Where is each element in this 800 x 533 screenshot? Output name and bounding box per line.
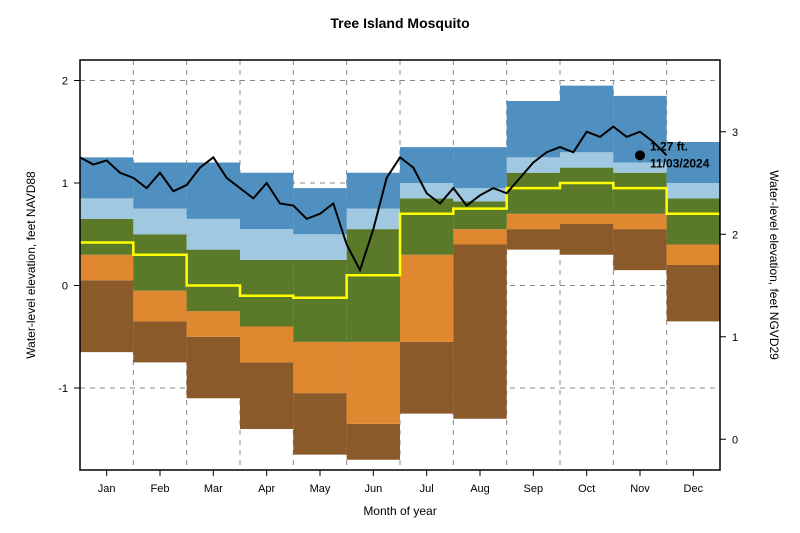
band-green <box>240 260 293 327</box>
band-green <box>667 198 720 244</box>
x-tick-label: Mar <box>204 483 223 495</box>
band-blue <box>453 147 506 188</box>
y-right-tick-label: 3 <box>732 127 738 139</box>
x-tick-label: Dec <box>684 483 704 495</box>
band-blue <box>240 173 293 229</box>
band-green <box>80 219 133 255</box>
x-tick-label: Oct <box>578 483 595 495</box>
band-green <box>613 173 666 214</box>
band-blue <box>400 147 453 183</box>
band-orange <box>560 214 613 224</box>
annotation-date: 11/03/2024 <box>650 156 710 170</box>
y-left-tick-label: 1 <box>62 178 68 190</box>
current-marker <box>635 150 645 160</box>
band-blue <box>187 163 240 219</box>
band-blue <box>133 163 186 209</box>
band-brown <box>507 229 560 250</box>
y-right-tick-label: 2 <box>732 229 738 241</box>
annotation-value: 1.27 ft. <box>650 139 688 153</box>
band-orange <box>507 214 560 229</box>
band-green <box>133 234 186 290</box>
band-lightblue <box>80 198 133 219</box>
band-green <box>560 168 613 214</box>
band-lightblue <box>507 157 560 172</box>
band-brown <box>613 229 666 270</box>
band-orange <box>453 229 506 244</box>
x-tick-label: Jun <box>364 483 382 495</box>
band-blue <box>347 173 400 209</box>
band-orange <box>133 291 186 322</box>
chart-title: Tree Island Mosquito <box>330 15 469 31</box>
x-tick-label: Sep <box>524 483 544 495</box>
band-brown <box>453 245 506 419</box>
x-tick-label: Jul <box>420 483 434 495</box>
y-right-tick-label: 0 <box>732 434 738 446</box>
band-orange <box>347 342 400 424</box>
y-left-axis-label: Water-level elevation, feet NAVD88 <box>24 171 38 359</box>
band-lightblue <box>133 209 186 235</box>
band-blue <box>293 188 346 234</box>
band-lightblue <box>240 229 293 260</box>
band-brown <box>133 321 186 362</box>
x-tick-label: Jan <box>98 483 116 495</box>
band-orange <box>187 311 240 337</box>
chart-svg: Tree Island Mosquito 1.27 ft. 11/03/2024 Ja… <box>0 0 800 533</box>
band-green <box>293 260 346 342</box>
band-green <box>347 229 400 342</box>
band-lightblue <box>187 219 240 250</box>
band-brown <box>80 280 133 352</box>
band-lightblue <box>293 234 346 260</box>
band-brown <box>293 393 346 455</box>
band-blue <box>507 101 560 157</box>
band-green <box>187 250 240 312</box>
x-tick-label: Aug <box>470 483 490 495</box>
band-orange <box>293 342 346 393</box>
band-green <box>507 173 560 214</box>
chart-container: Tree Island Mosquito 1.27 ft. 11/03/2024 Ja… <box>0 0 800 533</box>
band-brown <box>347 424 400 460</box>
x-axis-label: Month of year <box>363 504 436 518</box>
y-left-tick-label: 0 <box>62 281 68 293</box>
band-orange <box>667 245 720 266</box>
y-right-tick-label: 1 <box>732 332 738 344</box>
band-brown <box>667 265 720 321</box>
x-tick-label: May <box>310 483 331 495</box>
band-blue <box>560 86 613 153</box>
y-left-tick-label: -1 <box>58 383 68 395</box>
band-brown <box>187 337 240 399</box>
band-blue <box>80 157 133 198</box>
y-left-tick-label: 2 <box>62 76 68 88</box>
band-brown <box>240 362 293 429</box>
band-lightblue <box>560 152 613 167</box>
band-green <box>453 201 506 229</box>
band-lightblue <box>667 183 720 198</box>
band-green <box>400 198 453 254</box>
y-right-axis-label: Water-level elevation, feet NGVD29 <box>767 170 781 360</box>
band-brown <box>400 342 453 414</box>
band-orange <box>240 327 293 363</box>
x-tick-label: Apr <box>258 483 275 495</box>
band-orange <box>613 214 666 229</box>
band-brown <box>560 224 613 255</box>
x-tick-label: Nov <box>630 483 650 495</box>
x-tick-label: Feb <box>151 483 170 495</box>
band-orange <box>80 255 133 281</box>
band-orange <box>400 255 453 342</box>
